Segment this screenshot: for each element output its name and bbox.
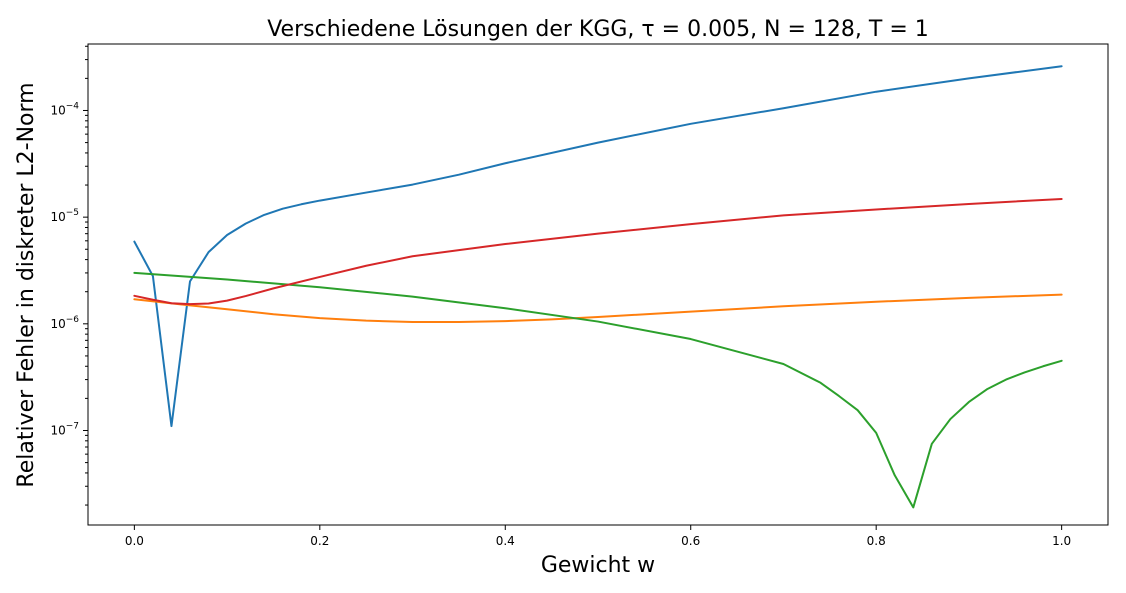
series-line-1	[133, 65, 1063, 428]
x-tick-label: 0.0	[125, 534, 144, 548]
x-tick-label: 0.8	[867, 534, 886, 548]
series-line-3	[133, 271, 1063, 509]
chart-title: Verschiedene Lösungen der KGG, τ = 0.005…	[267, 17, 929, 42]
y-tick-label: 10−7	[50, 421, 79, 437]
y-tick-label: 10−6	[50, 315, 79, 331]
x-axis-label: Gewicht w	[541, 553, 655, 578]
y-tick-label: 10−4	[50, 101, 79, 117]
x-axis: 0.0 0.2 0.4 0.6 0.8 1.0	[125, 525, 1071, 548]
x-tick-label: 1.0	[1052, 534, 1071, 548]
y-tick-label: 10−5	[50, 208, 79, 224]
plot-frame	[87, 43, 1109, 526]
y-axis: 10−7 10−6 10−5 10−4	[50, 45, 88, 506]
x-tick-label: 0.6	[681, 534, 700, 548]
x-tick-label: 0.4	[496, 534, 515, 548]
x-tick-label: 0.2	[310, 534, 329, 548]
plot-area	[133, 65, 1063, 509]
y-axis-label: Relativer Fehler in diskreter L2-Norm	[14, 82, 39, 487]
series-line-2	[133, 293, 1063, 323]
series-line-4	[133, 197, 1063, 306]
